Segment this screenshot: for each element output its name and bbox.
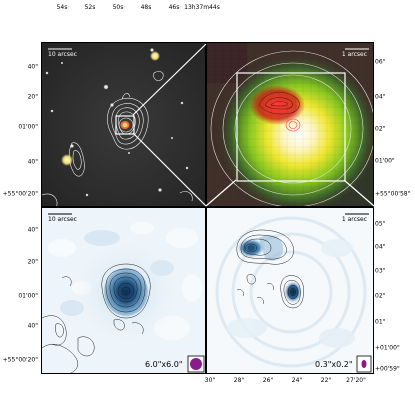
- dec-tick-left-top-3: 40": [27, 158, 38, 166]
- beam-label-br: 0.3"x0.2": [315, 360, 353, 369]
- ra-tick-top-1: 52s: [84, 4, 96, 11]
- ra-tick-bottom-1: 28": [233, 377, 245, 384]
- panel-optical-wide: 10 arcsec: [41, 42, 206, 207]
- radio-contours-core: [285, 118, 301, 132]
- dec-tick-left-bot-0: 40": [27, 226, 38, 234]
- radio-contours-6arcsec: [42, 263, 151, 373]
- radio-lobe-nw: [237, 238, 265, 258]
- dec-tick-left-bot-1: 20": [27, 258, 38, 266]
- dec-tick-right-top-1: 04": [375, 93, 386, 101]
- zoom-box: [115, 115, 135, 135]
- optical-wide-image: [42, 43, 205, 206]
- dec-tick-right-bot-5: +01'00": [375, 344, 400, 352]
- radio-contours-zoom: [210, 50, 373, 206]
- interferometric-rings: [215, 216, 367, 368]
- central-galaxy: [120, 121, 130, 129]
- ra-tick-bottom-4: 22": [320, 377, 332, 384]
- dec-tick-left-bot-2: 01'00": [18, 292, 38, 300]
- dec-tick-left-top-4: +55°00'20": [2, 190, 38, 198]
- radio-zoom-image: [207, 208, 373, 373]
- radio-contours-jet: [258, 92, 300, 115]
- dec-tick-right-top-4: +55°00'58": [375, 190, 411, 198]
- beam-ellipse: [190, 358, 202, 370]
- beam-label-bl: 6.0"x6.0": [145, 360, 183, 369]
- ra-tick-bottom-2: 26": [262, 377, 274, 384]
- inner-zoom-box: [236, 72, 346, 182]
- radio-core: [284, 281, 302, 303]
- dec-tick-right-top-0: 06": [375, 58, 386, 66]
- panel-radio-wide: 10 arcsec 6.0"x6.0": [41, 207, 206, 374]
- radio-contours-0.3arcsec: [236, 229, 304, 309]
- optical-zoom-image: [207, 43, 373, 206]
- beam-ellipse: [361, 360, 367, 368]
- dec-tick-right-bot-3: 02": [375, 292, 386, 300]
- dec-tick-left-bot-4: +55°00'20": [2, 356, 38, 364]
- panel-optical-zoom: 1 arcsec: [206, 42, 374, 207]
- dec-tick-right-bot-0: 05": [375, 220, 386, 228]
- ra-tick-top-2: 50s: [112, 4, 124, 11]
- dec-tick-right-bot-1: 04": [375, 243, 386, 251]
- ra-tick-top-3: 48s: [140, 4, 152, 11]
- panel-radio-zoom: 1 arcsec 0.3"x0.2": [206, 207, 374, 374]
- dec-tick-right-bot-6: +00'59": [375, 365, 400, 373]
- dec-tick-right-bot-2: 03": [375, 267, 386, 275]
- dec-tick-left-top-0: 40": [27, 63, 38, 71]
- dec-tick-left-bot-3: 40": [27, 322, 38, 330]
- ra-tick-bottom-5: 27'20": [346, 377, 366, 384]
- scale-label-br: 1 arcsec: [341, 216, 367, 223]
- ra-tick-top-4: 46s: [168, 4, 180, 11]
- radio-wide-image: [42, 208, 205, 373]
- dec-tick-left-top-2: 01'00": [18, 123, 38, 131]
- scale-label-tr: 1 arcsec: [341, 51, 367, 58]
- dec-tick-left-top-1: 20": [27, 93, 38, 101]
- scale-label-bl: 10 arcsec: [48, 216, 77, 223]
- dec-tick-right-top-2: 02": [375, 125, 386, 133]
- ra-tick-top-5: 13h37m44s: [184, 4, 220, 11]
- radio-source-wide: [104, 268, 148, 316]
- ra-tick-bottom-3: 24": [291, 377, 303, 384]
- ra-tick-top-0: 54s: [56, 4, 68, 11]
- ra-tick-bottom-0: 30": [204, 377, 216, 384]
- dec-tick-right-top-3: 01'00": [375, 157, 395, 165]
- dec-tick-right-bot-4: 01": [375, 318, 386, 326]
- scale-label-tl: 10 arcsec: [48, 51, 77, 58]
